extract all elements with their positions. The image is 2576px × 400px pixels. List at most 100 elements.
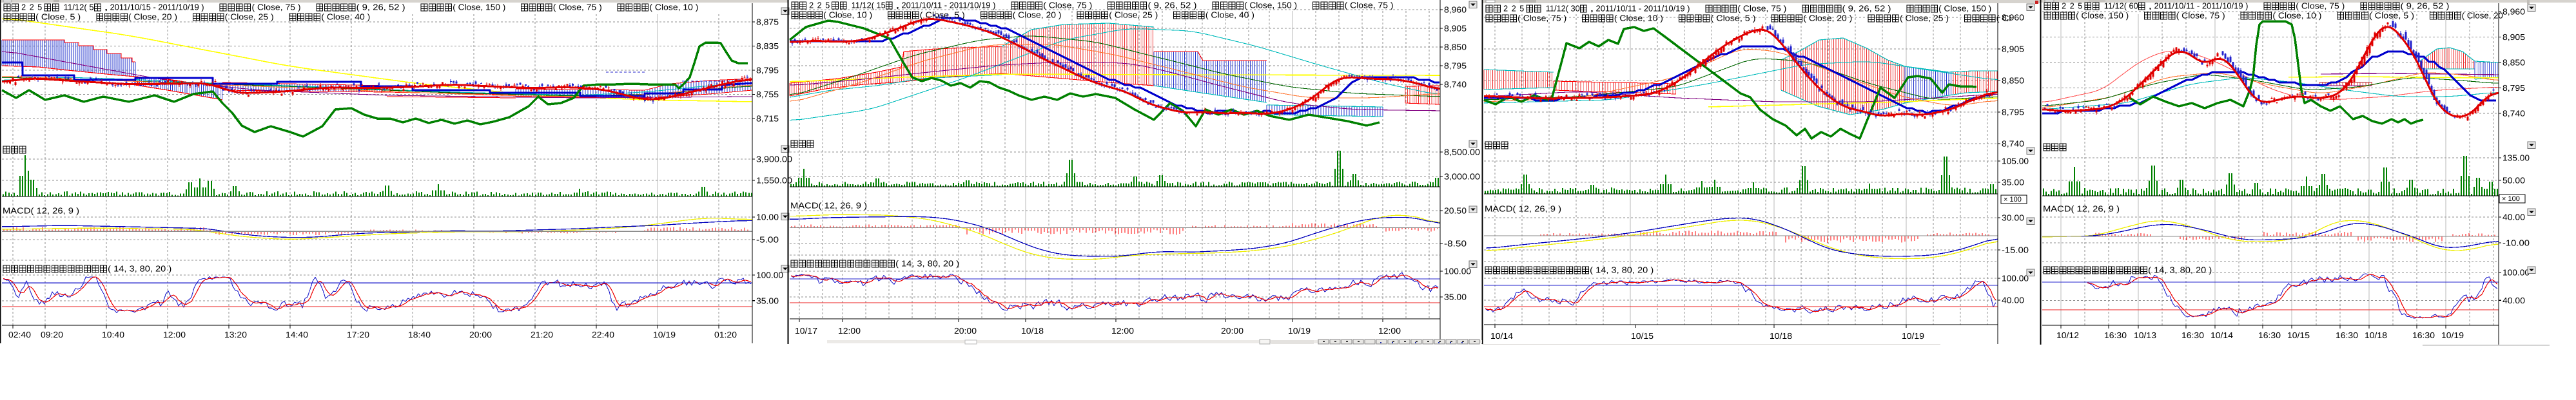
svg-text:12:00: 12:00	[838, 326, 861, 336]
svg-text:16:30: 16:30	[2336, 330, 2358, 340]
svg-text:40.00: 40.00	[2002, 296, 2024, 305]
svg-text:16:30: 16:30	[2104, 330, 2127, 340]
svg-text:8,835: 8,835	[756, 41, 779, 51]
svg-text:( Close, 20 ): ( Close, 20 )	[1803, 13, 1852, 23]
svg-text:8,795: 8,795	[1444, 61, 1467, 71]
svg-text:50.00: 50.00	[2503, 176, 2525, 186]
svg-text:( Close, 75 ): ( Close, 75 )	[1345, 0, 1394, 10]
svg-text:( Close, 75 ): ( Close, 75 )	[1737, 3, 1786, 13]
svg-text:8,960: 8,960	[2002, 13, 2024, 23]
svg-text:10/15: 10/15	[1631, 331, 1654, 341]
svg-text:( Cl: ( Cl	[1996, 13, 2011, 23]
svg-text:2: 2	[809, 0, 814, 10]
svg-text:8,795: 8,795	[2002, 108, 2024, 117]
svg-text:( Close, 75 ): ( Close, 75 )	[1043, 0, 1092, 10]
svg-text:( 14, 3, 80, 20 ): ( 14, 3, 80, 20 )	[108, 263, 171, 273]
svg-text:8,960: 8,960	[2503, 7, 2525, 17]
svg-text:8,795: 8,795	[2503, 83, 2525, 93]
svg-text:01:20: 01:20	[714, 330, 737, 339]
svg-text:11/12( 15: 11/12( 15	[852, 0, 886, 10]
svg-text:35.00: 35.00	[1444, 292, 1467, 302]
svg-text:( Close, 25 ): ( Close, 25 )	[225, 12, 274, 21]
svg-text:2011/10/15 - 2011/10/19 ): 2011/10/15 - 2011/10/19 )	[110, 2, 204, 12]
svg-text:,: ,	[104, 2, 108, 12]
svg-text:10/13: 10/13	[2134, 330, 2156, 340]
svg-text:( Close, 150 ): ( Close, 150 )	[1244, 0, 1297, 10]
svg-text:18:40: 18:40	[408, 330, 431, 339]
svg-text:10/19: 10/19	[653, 330, 676, 339]
svg-text:40.00: 40.00	[2503, 296, 2525, 305]
svg-text:MACD( 12, 26, 9 ): MACD( 12, 26, 9 )	[790, 201, 867, 211]
svg-text:12:00: 12:00	[1378, 326, 1401, 336]
svg-text:5: 5	[1519, 3, 1524, 13]
svg-text:( Close, 20 ): ( Close, 20 )	[128, 12, 177, 21]
svg-text:( Close, 25 ): ( Close, 25 )	[1109, 10, 1158, 19]
svg-text:-15.00: -15.00	[2002, 245, 2029, 255]
svg-text:( 14, 3, 80, 20 ): ( 14, 3, 80, 20 )	[895, 258, 959, 268]
svg-text:,: ,	[2148, 1, 2152, 10]
svg-text:2: 2	[21, 2, 26, 12]
svg-text:8,850: 8,850	[2503, 58, 2525, 68]
svg-text:40.00: 40.00	[2503, 213, 2525, 222]
svg-text:10/18: 10/18	[1021, 326, 1044, 336]
svg-text:09:20: 09:20	[41, 330, 63, 339]
svg-text:10/17: 10/17	[795, 326, 817, 336]
svg-text:( Close, 150 ): ( Close, 150 )	[2076, 10, 2129, 20]
svg-text:3,900.00: 3,900.00	[756, 155, 792, 164]
svg-text:( Close, 20 ): ( Close, 20 )	[1013, 10, 1062, 19]
svg-text:MACD( 12, 26, 9 ): MACD( 12, 26, 9 )	[3, 206, 79, 216]
svg-text:02:40: 02:40	[8, 330, 31, 339]
svg-text:× 100: × 100	[2004, 196, 2022, 204]
svg-text:5: 5	[825, 0, 830, 10]
svg-text:( Close, 150 ): ( Close, 150 )	[453, 2, 505, 12]
svg-text:2011/10/11 - 2011/10/19 ): 2011/10/11 - 2011/10/19 )	[2154, 1, 2249, 10]
svg-text:( Close, 5 ): ( Close, 5 )	[2369, 10, 2414, 20]
svg-text:,: ,	[895, 0, 900, 10]
svg-text:100.00: 100.00	[2503, 268, 2530, 278]
svg-text:8,740: 8,740	[2002, 139, 2024, 149]
svg-text:2: 2	[1512, 3, 1516, 13]
svg-text:( Close, 10 ): ( Close, 10 )	[649, 2, 698, 12]
svg-text:100.00: 100.00	[2002, 274, 2029, 283]
svg-text:20:00: 20:00	[954, 326, 977, 336]
svg-text:2: 2	[817, 0, 822, 10]
svg-text:8,850: 8,850	[1444, 43, 1467, 52]
svg-text:2011/10/11 - 2011/10/19 ): 2011/10/11 - 2011/10/19 )	[1596, 3, 1690, 13]
svg-text:( 14, 3, 80, 20 ): ( 14, 3, 80, 20 )	[2148, 265, 2212, 274]
svg-text:16:30: 16:30	[2412, 330, 2435, 340]
svg-text:20:00: 20:00	[1221, 326, 1244, 336]
svg-text:MACD( 12, 26, 9 ): MACD( 12, 26, 9 )	[1485, 204, 1561, 214]
svg-text:5: 5	[2078, 1, 2082, 10]
svg-text:( 9, 26, 52 ): ( 9, 26, 52 )	[1148, 0, 1197, 10]
svg-text:( Close, 5 ): ( Close, 5 )	[920, 10, 965, 19]
svg-text:-5.00: -5.00	[756, 235, 779, 245]
svg-text:( Close, 150 ): ( Close, 150 )	[1938, 3, 1991, 13]
svg-text:10/14: 10/14	[1490, 331, 1513, 341]
svg-text:( Close, 5 ): ( Close, 5 )	[35, 12, 81, 21]
svg-text:( Close, 75 ): ( Close, 75 )	[2296, 1, 2345, 10]
svg-text:13:20: 13:20	[224, 330, 247, 339]
svg-text:3,000.00: 3,000.00	[1444, 172, 1480, 182]
svg-text:8,875: 8,875	[756, 17, 779, 27]
svg-text:( 9, 26, 52 ): ( 9, 26, 52 )	[2401, 1, 2450, 10]
svg-text:100.00: 100.00	[1444, 267, 1471, 276]
svg-text:2: 2	[2070, 1, 2074, 10]
svg-text:10/19: 10/19	[2441, 330, 2464, 340]
svg-text:100.00: 100.00	[756, 271, 783, 280]
svg-text:20.50: 20.50	[1444, 206, 1467, 216]
svg-text:2011/10/11 - 2011/10/19 ): 2011/10/11 - 2011/10/19 )	[901, 0, 995, 10]
svg-text:11/12( 5: 11/12( 5	[64, 2, 94, 12]
svg-text:10/18: 10/18	[2365, 330, 2387, 340]
svg-text:( Close, 75 ): ( Close, 75 )	[1517, 13, 1566, 23]
svg-text:105.00: 105.00	[2002, 157, 2029, 166]
svg-text:8,740: 8,740	[2503, 109, 2525, 119]
svg-text:8,740: 8,740	[1444, 80, 1467, 90]
svg-text:( Close, 5 ): ( Close, 5 )	[1711, 13, 1756, 23]
svg-text:( Close, 40 ): ( Close, 40 )	[321, 12, 370, 21]
svg-text:11/12( 60: 11/12( 60	[2104, 1, 2138, 10]
svg-text:( Close, 10 ): ( Close, 10 )	[1614, 13, 1663, 23]
svg-text:( Close, 25 ): ( Close, 25 )	[1900, 13, 1949, 23]
svg-text:30.00: 30.00	[2002, 213, 2024, 223]
svg-text:20:00: 20:00	[469, 330, 492, 339]
svg-text:14:40: 14:40	[286, 330, 308, 339]
